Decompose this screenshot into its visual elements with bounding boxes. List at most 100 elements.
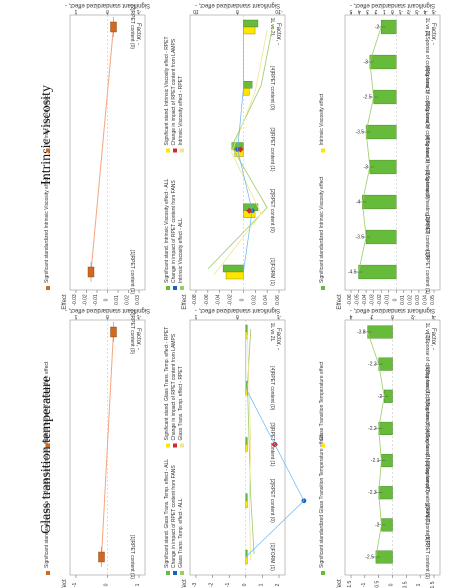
- legend: Significant standardized Intrinsic Visco…: [44, 93, 50, 290]
- effect-tick-label: 0.04: [263, 295, 269, 305]
- category-label: [2]RPET content (0): [129, 310, 135, 354]
- series-line-rpet: [213, 29, 268, 276]
- effect-tick-label: 0.01: [400, 295, 406, 305]
- value-label: -2: [378, 394, 383, 400]
- effect-tick-label: 0.05: [430, 295, 436, 305]
- effect-tick-label: -0.02: [83, 294, 89, 306]
- effect-tick-label: -0.06: [347, 294, 353, 306]
- effect-tick-label: 0.06: [275, 295, 281, 305]
- legend-swatch: [321, 286, 325, 290]
- legend-swatch: [173, 286, 177, 290]
- legend-swatch: [166, 148, 170, 153]
- value-label: -2.5: [365, 555, 374, 561]
- category-label: [3]Sponse of heating lamp(1): [424, 461, 430, 526]
- sig-tick-label: -3: [415, 8, 420, 14]
- effect-tick-label: 0.03: [135, 295, 141, 305]
- sig-tick-label: -5: [432, 8, 437, 14]
- sig-tick-label: -1: [137, 313, 142, 319]
- sig-tick-label: 1: [74, 313, 77, 319]
- category-label: 1L vs 2L: [424, 18, 430, 37]
- value-label: -4.5: [348, 270, 357, 276]
- effect-tick-label: 0.03: [415, 295, 421, 305]
- effect-tick-label: -0.02: [377, 294, 383, 306]
- effect-tick-label: -0.04: [362, 294, 368, 306]
- value-label: -2.2: [368, 426, 377, 432]
- category-label: [2]RPET content (0): [269, 479, 275, 523]
- series-line-rpet: [247, 334, 252, 561]
- legend-entry: Significant stand. Glass Trans. Temp. ef…: [164, 327, 170, 441]
- effect-tick-label: -0.5: [375, 580, 381, 588]
- sig-axis-label: Significant standardized effect, -: [195, 307, 280, 313]
- factor-axis-label: Factor, -: [430, 328, 436, 350]
- legend-swatch: [166, 443, 170, 448]
- category-label: [4]RPET content (0): [269, 66, 275, 110]
- value-label: -3.5: [355, 235, 364, 241]
- effect-tick-label: -0.01: [93, 294, 99, 306]
- effect-tick-label: 0.02: [125, 295, 131, 305]
- legend-swatch: [173, 443, 177, 448]
- chart-glass-bottom: -1.5 -1 -0.5 0 0.5 1 1.5Effect-4-2024Significa…: [319, 307, 441, 588]
- series-line: [358, 26, 382, 273]
- effect-axis-label: Effect: [62, 294, 68, 310]
- heading-glass: Glass transition temperature: [39, 376, 54, 534]
- sig-tick-label: 0: [391, 313, 394, 319]
- effect-tick-label: 0.02: [251, 295, 257, 305]
- effect-tick-label: -0.03: [72, 294, 78, 306]
- legend-swatch: [166, 286, 170, 290]
- effect-tick-label: -2: [209, 583, 215, 588]
- bar-all: [243, 19, 259, 28]
- value-label: -3: [363, 60, 368, 66]
- sig-tick-label: 1: [194, 313, 197, 319]
- legend: Significant standardized Intrinsic Visco…: [319, 93, 325, 290]
- effect-axis-label: Effect: [62, 579, 68, 588]
- value-label: -2: [375, 25, 380, 31]
- value-label: -3.5: [355, 130, 364, 136]
- bar-all: [245, 493, 248, 501]
- sig-axis-label: Significant standardized effect, -: [195, 2, 280, 8]
- chart-intrinsic-top: -0.03 -0.02 -0.01 0 0.01 0.02 0.03Effect-101Si…: [44, 2, 150, 310]
- sig-tick-label: 10: [193, 8, 199, 14]
- category-label: [1]FORM (1): [269, 543, 275, 571]
- legend-entry: Intrinsic Viscosity effect: [319, 93, 325, 145]
- series-line: [90, 26, 114, 273]
- effect-tick-label: 2: [275, 583, 281, 586]
- effect-tick-label: 0.02: [407, 295, 413, 305]
- effect-tick-label: 1.5: [430, 581, 436, 588]
- category-label: 1L vs 2L: [269, 18, 275, 37]
- sig-axis-label: Significant standardized effect, -: [65, 307, 150, 313]
- legend-entry: Glass Trans. Temp. effect - ALL: [178, 498, 184, 568]
- legend-entry: Significant stand. Intrinsic Viscosity e…: [164, 36, 170, 145]
- sig-tick-label: -1: [137, 8, 142, 14]
- chart-intrinsic-bottom: -0.06 -0.05 -0.04 -0.03 -0.02 -0.01 0 0.01 0.02 0…: [319, 2, 441, 310]
- series-line-fans: [237, 27, 253, 273]
- category-label: [1]RPET content (1): [129, 250, 135, 294]
- effect-tick-label: -0.03: [370, 294, 376, 306]
- sig-tick-label: -2: [411, 313, 416, 319]
- legend-swatch: [46, 443, 50, 448]
- effect-tick-label: -1: [72, 583, 78, 588]
- effect-tick-label: 0: [239, 298, 245, 301]
- orange-marker: [110, 21, 117, 33]
- legend-swatch: [46, 571, 50, 575]
- sig-tick-label: 4: [358, 8, 361, 14]
- value-label: -3: [363, 165, 368, 171]
- sig-tick-label: 0: [391, 8, 394, 14]
- heading-intrinsic: Intrinsic viscosity: [39, 85, 54, 185]
- effect-tick-label: 0.01: [114, 295, 120, 305]
- effect-tick-label: 0.04: [422, 295, 428, 305]
- sig-tick-label: -4: [432, 313, 437, 319]
- legend-entry: Glass Transition Temperature effect: [44, 361, 50, 440]
- category-label: [4]Sponse of heating lamp(0): [424, 428, 430, 493]
- category-label: [4]Sponse of heating lamp(0): [424, 135, 430, 200]
- category-label: [7]Sponse of cooling fans(1): [424, 31, 430, 94]
- value-label: -2.3: [368, 490, 377, 496]
- category-label: [3]RPET content (1): [269, 422, 275, 466]
- legend-entry: Glass Transition Temperature effect: [319, 361, 325, 440]
- legend-entry: Glass Trans. Temp. effect - RPET: [178, 366, 184, 440]
- bar: [362, 194, 397, 210]
- value-label: -4: [356, 200, 361, 206]
- orange-marker: [110, 326, 117, 338]
- bar-rpet: [245, 556, 248, 565]
